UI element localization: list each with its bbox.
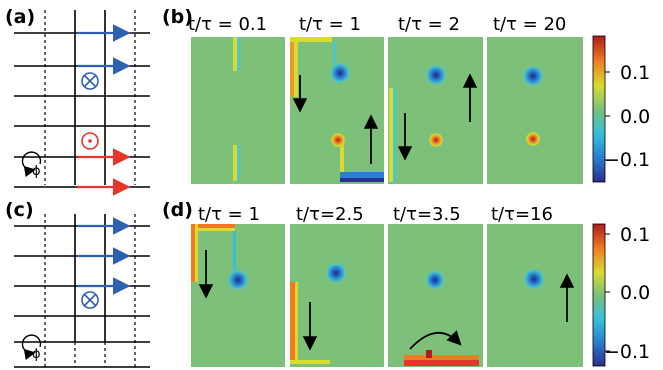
colorbar-bottom-tick-3: −0.1 (604, 341, 650, 363)
flux-out-icon (81, 132, 99, 150)
lattice-c (14, 214, 150, 368)
panel-d-label: (d) (162, 199, 193, 221)
colorbar-top-tick-1: 0.1 (620, 62, 650, 84)
panel-c-label: (c) (5, 199, 34, 221)
phase-phi-icon (21, 151, 42, 177)
panel-b-title-2: t/τ = 1 (299, 14, 361, 35)
panel-a-label: (a) (5, 6, 35, 28)
colorbar-top: 0.1 0.0 −0.1 (592, 35, 650, 183)
panel-d: (d) t/τ = 1 t/τ=2.5 t/τ=3.5 t/τ=16 (162, 199, 650, 367)
colorbar-bottom: 0.1 0.0 −0.1 (592, 223, 650, 367)
panel-d-title-2: t/τ=2.5 (296, 204, 364, 225)
panel-b-title-3: t/τ = 2 (398, 14, 460, 35)
colorbar-top-tick-2: 0.0 (620, 106, 650, 128)
panel-a: (a) ϕ (5, 6, 150, 196)
panel-c: (c) ϕ (5, 199, 150, 368)
panel-b-title-4: t/τ = 20 (493, 14, 566, 35)
phi-label: ϕ (32, 347, 41, 362)
lattice-a (14, 10, 150, 188)
panel-b-title-1: t/τ = 0.1 (188, 14, 267, 35)
panel-b: (b) t/τ = 0.1 t/τ = 1 t/τ = 2 t/τ = 20 (162, 6, 650, 184)
density-map-b3 (388, 37, 483, 184)
flux-into-icon (81, 291, 99, 309)
colorbar-bottom-tick-2: 0.0 (620, 282, 650, 304)
phase-phi-icon (21, 334, 42, 360)
density-map-b2 (290, 37, 384, 184)
density-map-b4 (487, 37, 583, 184)
density-map-d4 (487, 224, 583, 367)
density-map-d1 (191, 224, 285, 367)
phi-label: ϕ (32, 164, 41, 179)
panel-d-title-3: t/τ=3.5 (393, 204, 461, 225)
density-map-b1 (191, 37, 285, 184)
panel-d-title-4: t/τ=16 (491, 204, 553, 225)
colorbar-top-tick-3: −0.1 (604, 149, 650, 171)
flux-into-icon (81, 72, 99, 90)
colorbar-bottom-tick-1: 0.1 (620, 224, 650, 246)
panel-d-title-1: t/τ = 1 (198, 204, 260, 225)
density-map-d2 (290, 224, 384, 367)
panel-b-label: (b) (162, 6, 193, 28)
density-map-d3 (388, 224, 483, 367)
